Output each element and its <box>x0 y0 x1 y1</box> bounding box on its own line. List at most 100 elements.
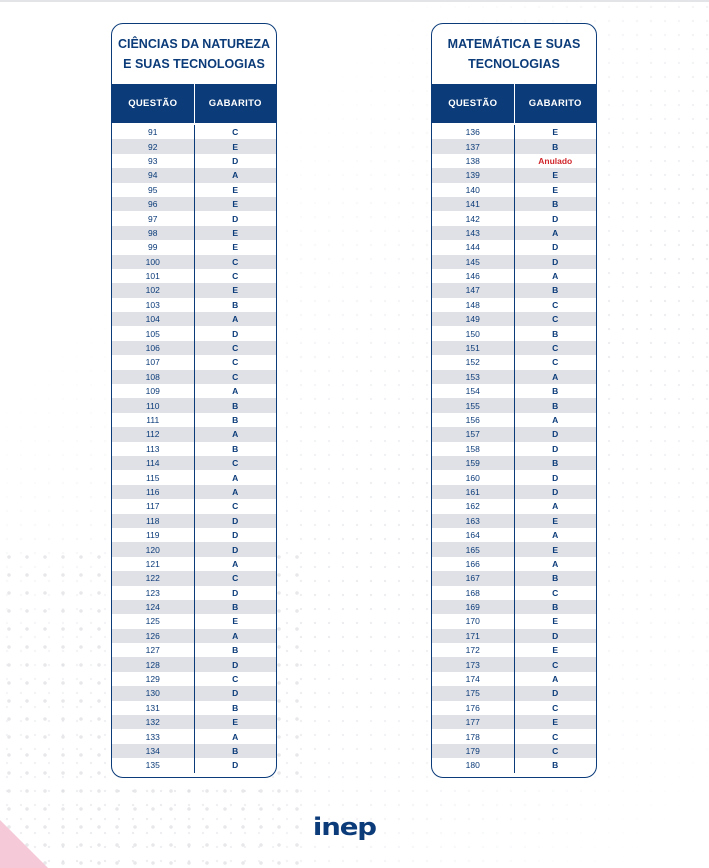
table-row: 94 A <box>112 168 276 183</box>
answer-key: B <box>232 602 239 613</box>
answer-key: D <box>232 155 239 166</box>
question-number: 140 <box>432 182 515 197</box>
answer-key: A <box>552 501 559 512</box>
answer-key: B <box>552 760 559 771</box>
table-row: 92 E <box>112 139 276 154</box>
answer-key: D <box>552 630 559 641</box>
question-number: 125 <box>112 614 195 629</box>
table-row: 152 C <box>432 355 596 370</box>
table-row: 157 D <box>432 427 596 442</box>
table-row: 179 C <box>432 743 596 759</box>
table-row: 91 C <box>112 125 276 140</box>
question-number: 102 <box>112 283 195 298</box>
question-number: 113 <box>112 441 195 456</box>
answer-key: A <box>232 314 239 325</box>
table-row: 148 C <box>432 297 596 313</box>
table-row: 146 A <box>432 268 596 284</box>
question-number: 129 <box>112 671 195 687</box>
table-row: 124 B <box>112 599 276 615</box>
table-row: 138 Anulado <box>432 153 596 169</box>
answer-key: E <box>552 184 559 195</box>
table-row: 162 A <box>432 499 596 514</box>
answer-key: E <box>552 127 559 138</box>
table-row: 180 B <box>432 758 596 773</box>
question-number: 171 <box>432 628 515 644</box>
question-number: 117 <box>112 499 195 514</box>
table-row: 127 B <box>112 643 276 658</box>
answer-key: D <box>552 443 559 454</box>
answer-key: B <box>232 400 239 411</box>
answer-key: C <box>232 573 239 584</box>
table-title: MATEMÁTICA E SUAS TECNOLOGIAS <box>447 37 581 71</box>
answer-key: C <box>552 745 559 756</box>
question-number: 103 <box>112 297 195 313</box>
answer-key: C <box>232 271 239 282</box>
table-row: 97 D <box>112 211 276 226</box>
answer-key: B <box>552 386 559 397</box>
table-row: 143 A <box>432 225 596 241</box>
answer-key: B <box>232 645 239 656</box>
question-number: 121 <box>112 556 195 572</box>
answer-key: B <box>552 400 559 411</box>
question-number: 179 <box>432 743 515 759</box>
question-number: 130 <box>112 686 195 701</box>
answer-key: D <box>232 328 239 339</box>
question-number: 100 <box>112 254 195 269</box>
table-row: 144 D <box>432 240 596 255</box>
question-number: 160 <box>432 470 515 485</box>
table-row: 104 A <box>112 312 276 327</box>
table-row: 141 B <box>432 196 596 212</box>
table-row: 166 A <box>432 556 596 572</box>
answer-key: C <box>232 371 239 382</box>
table-row: 161 D <box>432 484 596 500</box>
table-row: 134 B <box>112 743 276 759</box>
question-number: 132 <box>112 715 195 730</box>
question-number: 128 <box>112 657 195 672</box>
answer-key: D <box>552 429 559 440</box>
table-row: 110 B <box>112 398 276 413</box>
table-row: 150 B <box>432 326 596 341</box>
answer-key: A <box>552 415 559 425</box>
table-row: 122 C <box>112 571 276 586</box>
question-number: 165 <box>432 542 515 557</box>
table-row: 106 C <box>112 340 276 356</box>
answer-key: B <box>552 458 559 469</box>
table-row: 101 C <box>112 268 276 284</box>
table-row: 98 E <box>112 225 276 241</box>
table-row: 113 B <box>112 441 276 456</box>
table-row: 132 E <box>112 715 276 730</box>
table-row: 112 A <box>112 427 276 442</box>
column-header-questao: QUESTÃO <box>112 84 195 123</box>
answer-key: B <box>552 328 559 339</box>
table-row: 114 C <box>112 455 276 471</box>
question-number: 153 <box>432 369 515 385</box>
answer-key: C <box>232 256 239 267</box>
question-number: 127 <box>112 643 195 658</box>
question-number: 107 <box>112 355 195 370</box>
question-number: 175 <box>432 686 515 701</box>
answer-key: A <box>552 558 559 569</box>
question-number: 114 <box>112 455 195 471</box>
question-number: 157 <box>432 427 515 442</box>
question-number: 169 <box>432 599 515 615</box>
answer-key: B <box>232 299 239 310</box>
question-number: 94 <box>112 168 195 183</box>
answer-key: E <box>552 170 559 181</box>
answer-key: D <box>232 213 239 224</box>
question-number: 167 <box>432 571 515 586</box>
table-row: 96 E <box>112 196 276 212</box>
question-number: 177 <box>432 715 515 730</box>
answer-key: B <box>552 573 559 584</box>
answer-key: A <box>552 530 559 541</box>
pink-corner-decoration <box>0 820 48 868</box>
question-number: 152 <box>432 355 515 370</box>
table-row: 156 A <box>432 412 596 428</box>
answer-key: A <box>232 486 239 497</box>
answer-key: C <box>232 343 239 354</box>
table-row: 173 C <box>432 657 596 672</box>
question-number: 112 <box>112 427 195 442</box>
table-row: 137 B <box>432 139 596 154</box>
answer-key: E <box>232 227 239 238</box>
table-row: 126 A <box>112 628 276 644</box>
question-number: 155 <box>432 398 515 413</box>
